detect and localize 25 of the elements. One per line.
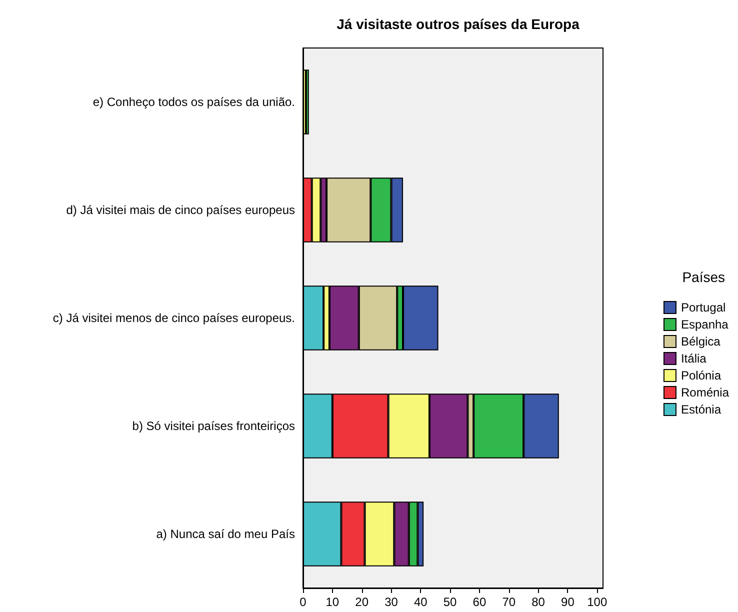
legend-label: Itália <box>680 352 707 366</box>
legend-title: Países <box>682 269 726 285</box>
x-tick-label: 30 <box>384 595 398 609</box>
y-tick-label: d) Já visitei mais de cinco países europeus <box>66 203 295 217</box>
legend-label: Estónia <box>680 402 722 416</box>
chart-title: Já visitaste outros países da Europa <box>336 16 580 32</box>
legend-label: Polónia <box>680 368 722 382</box>
y-tick-label: e) Conheço todos os países da união. <box>92 95 295 109</box>
legend-label: Roménia <box>680 386 730 400</box>
x-tick-label: 20 <box>355 595 369 609</box>
legend-label: Espanha <box>680 318 729 332</box>
x-tick-label: 50 <box>443 595 458 609</box>
x-tick-label: 60 <box>472 595 486 609</box>
y-tick-label: a) Nunca saí do meu País <box>156 527 295 541</box>
x-tick-label: 40 <box>414 595 428 609</box>
legend-label: Bélgica <box>680 334 721 348</box>
legend-label: Portugal <box>680 300 726 314</box>
x-tick-label: 100 <box>587 595 608 609</box>
y-tick-label: c) Já visitei menos de cinco países europeus. <box>52 311 295 325</box>
x-tick-label: 70 <box>502 595 516 609</box>
x-tick-label: 0 <box>300 595 307 609</box>
x-tick-label: 10 <box>326 595 340 609</box>
y-tick-label: b) Só visitei países fronteiriços <box>132 419 295 433</box>
x-tick-label: 80 <box>532 595 546 609</box>
x-tick-label: 90 <box>561 595 575 609</box>
